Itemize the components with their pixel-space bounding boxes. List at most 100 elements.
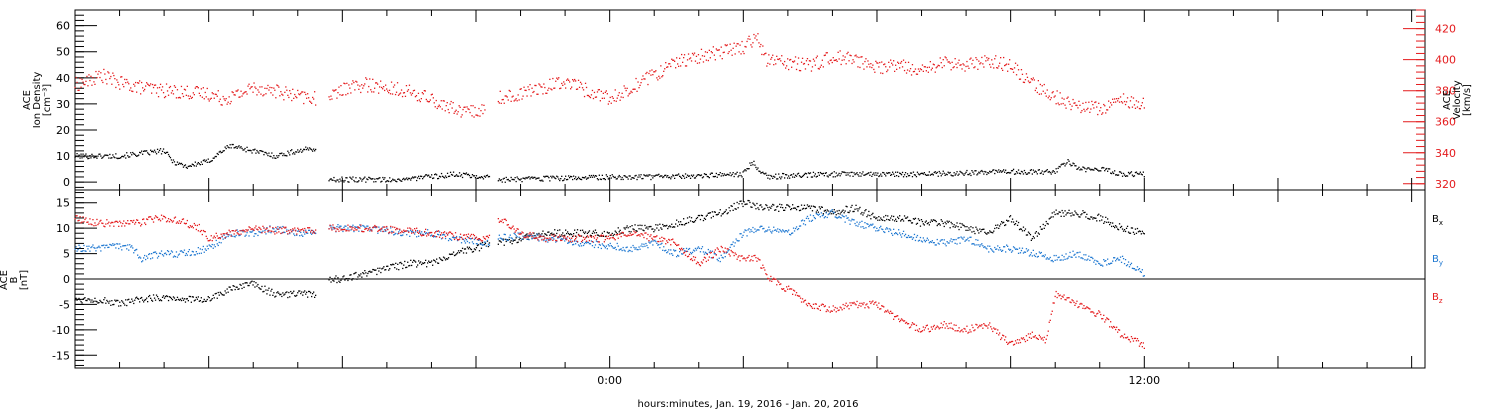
density-point <box>918 174 921 176</box>
bx-point <box>594 229 597 231</box>
velocity-point <box>298 93 300 95</box>
by-point <box>824 216 826 218</box>
velocity-point <box>425 98 427 101</box>
bx-point <box>106 299 108 302</box>
velocity-point <box>560 87 562 89</box>
by-point <box>713 253 715 255</box>
by-point <box>128 249 130 251</box>
bx-point <box>435 261 437 263</box>
bz-point <box>423 234 425 236</box>
by-point <box>289 232 291 235</box>
by-point <box>463 240 466 242</box>
velocity-point <box>270 92 272 94</box>
bx-point <box>925 220 927 222</box>
velocity-point <box>154 84 157 86</box>
bz-point <box>148 216 150 218</box>
density-point <box>687 175 690 177</box>
bx-point <box>344 279 346 281</box>
bx-point <box>1036 235 1038 237</box>
bz-point <box>445 232 448 234</box>
bz-point <box>384 226 386 228</box>
bx-point <box>79 299 81 301</box>
bx-point <box>851 204 853 207</box>
by-point <box>1005 251 1007 253</box>
by-point <box>465 239 468 241</box>
bx-point <box>882 219 884 221</box>
bx-point <box>457 250 460 252</box>
bx-point <box>680 221 682 223</box>
bx-point <box>186 298 188 300</box>
bz-point <box>568 240 570 242</box>
velocity-point <box>530 95 532 97</box>
bx-point <box>707 212 709 214</box>
by-point <box>338 226 340 228</box>
b-axis-tick-label: 0 <box>63 273 70 286</box>
by-point <box>626 246 628 248</box>
by-point <box>419 231 421 234</box>
by-point <box>862 226 864 228</box>
velocity-point <box>76 81 78 84</box>
by-point <box>456 239 459 242</box>
velocity-point <box>463 106 465 108</box>
density-point <box>962 173 964 175</box>
bz-point <box>344 228 346 231</box>
bz-point <box>288 230 290 232</box>
bx-point <box>203 298 205 301</box>
bx-point <box>379 267 381 269</box>
density-point <box>240 146 242 148</box>
density-point <box>360 178 362 180</box>
velocity-point <box>498 102 500 104</box>
velocity-point <box>207 98 209 100</box>
bx-point <box>1046 222 1048 225</box>
by-point <box>228 234 230 236</box>
velocity-point <box>640 82 642 84</box>
bx-point <box>138 298 140 300</box>
density-point <box>540 180 542 182</box>
bz-point <box>141 223 143 226</box>
bx-point <box>814 206 816 208</box>
by-point <box>257 234 259 237</box>
bz-point <box>471 237 474 239</box>
density-point <box>301 151 303 153</box>
velocity-point <box>860 56 862 58</box>
velocity-point <box>79 77 81 80</box>
density-point <box>530 176 532 179</box>
bx-point <box>850 206 852 208</box>
density-point <box>758 170 760 172</box>
bz-point <box>432 235 434 237</box>
velocity-point <box>823 54 825 57</box>
by-point <box>965 239 967 241</box>
by-point <box>695 249 698 251</box>
velocity-point <box>1130 96 1133 98</box>
by-point <box>761 225 763 227</box>
by-point <box>1047 258 1049 260</box>
density-point <box>876 174 878 176</box>
velocity-point <box>525 89 527 92</box>
bz-point <box>358 226 360 229</box>
velocity-point <box>341 94 343 96</box>
bz-point <box>408 231 410 233</box>
by-point <box>1042 254 1044 257</box>
by-point <box>483 241 486 243</box>
bx-point <box>486 240 489 242</box>
bz-point <box>331 229 333 231</box>
by-point <box>644 245 646 247</box>
bz-point <box>223 233 225 235</box>
by-point <box>125 244 127 247</box>
density-point <box>213 157 215 159</box>
bx-point <box>700 214 703 216</box>
density-point <box>419 177 421 180</box>
density-axis-tick-label: 10 <box>56 150 70 163</box>
velocity-point <box>1057 102 1059 104</box>
bx-point <box>374 269 376 271</box>
density-point <box>127 155 129 157</box>
by-point <box>1049 256 1051 259</box>
velocity-point <box>1030 78 1032 80</box>
by-point <box>1016 248 1019 250</box>
by-point <box>212 247 214 249</box>
density-point <box>773 175 775 177</box>
bx-point <box>952 226 954 228</box>
velocity-point <box>462 108 464 111</box>
density-point <box>755 166 757 169</box>
density-point <box>580 178 583 181</box>
